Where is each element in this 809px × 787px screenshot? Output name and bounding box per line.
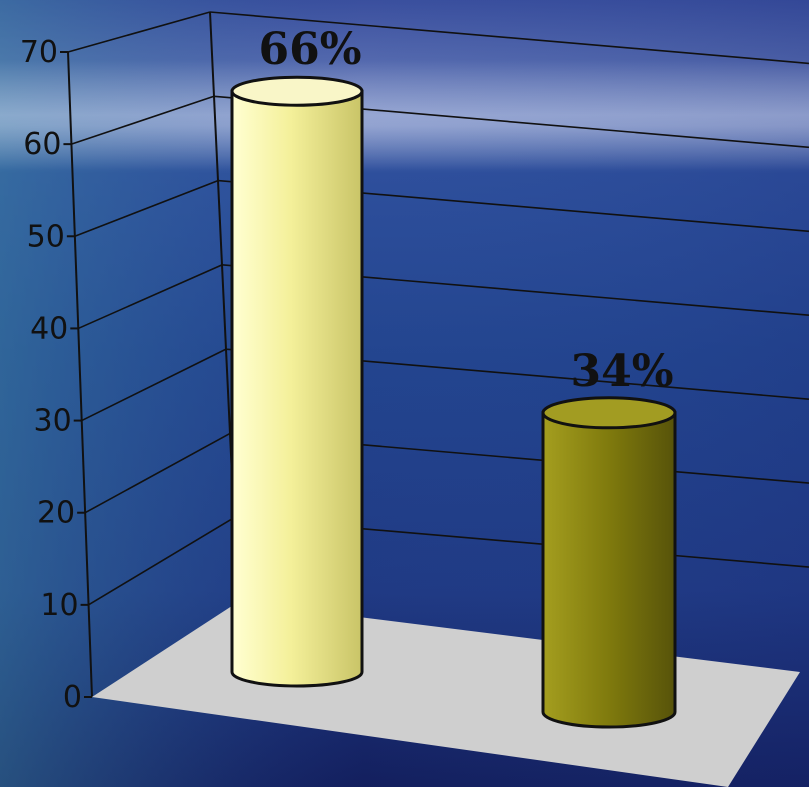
bar-top [541,396,677,430]
y-tick-label: 10 [40,588,78,623]
y-tick-label: 40 [30,311,68,346]
y-tick-label: 20 [37,496,75,531]
bar-body [541,411,677,729]
y-tick-label: 50 [27,219,65,254]
depth-gridline [71,95,215,145]
y-tick-label: 0 [63,680,82,715]
horizon-haze [0,60,809,170]
depth-gridline [67,11,211,53]
bars: 66% 34% [230,24,677,729]
front-axis-line [67,51,93,698]
bar-2: 34% [541,346,677,729]
depth-gridline [77,264,223,330]
bar-top [230,75,364,107]
depth-gridline [74,179,219,238]
depth-gridline [88,517,235,606]
bar-body [230,89,364,688]
depth-gridline [84,432,231,514]
back-gridline [209,11,809,65]
data-label: 66% [258,24,361,75]
data-label: 34% [570,346,673,397]
y-tick-label: 70 [20,35,58,70]
y-tick-label: 30 [34,404,72,439]
depth-gridline [81,348,227,422]
y-tick-label: 60 [23,127,61,162]
bar-1: 66% [230,24,364,688]
y-tick-labels: 0 10 20 30 40 50 60 70 [20,35,82,715]
